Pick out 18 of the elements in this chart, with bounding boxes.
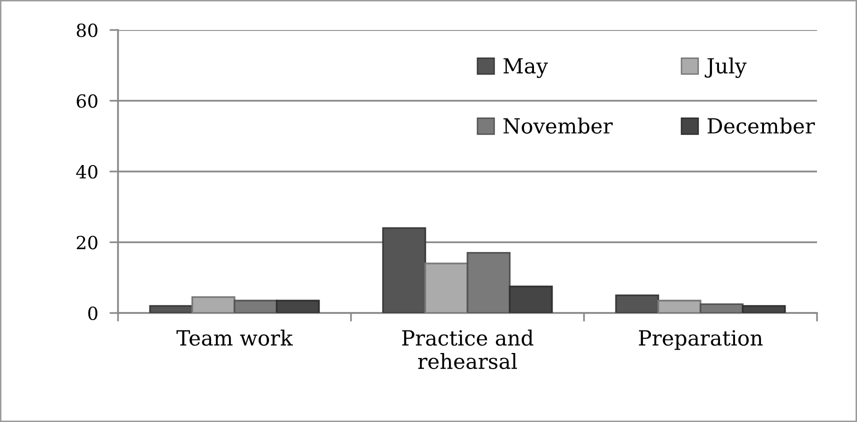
y-tick-label: 80	[76, 23, 98, 38]
bar	[276, 300, 320, 313]
x-tick-label: Practice and rehearsal	[402, 330, 534, 370]
y-tick-label: 60	[76, 94, 98, 108]
legend-label: December	[708, 118, 815, 134]
y-tick-label: 20	[76, 236, 98, 250]
bar	[615, 294, 660, 313]
x-tick-label: Preparation	[638, 330, 763, 350]
legend-label: May	[504, 58, 548, 78]
y-tick-label: 40	[76, 164, 98, 179]
bar	[508, 286, 553, 313]
legend-label: July	[704, 58, 747, 78]
legend-label: November	[504, 118, 613, 134]
x-tick-label: Team work	[176, 330, 293, 346]
y-tick-label: 0	[88, 306, 98, 320]
bar	[382, 227, 426, 313]
bar	[149, 305, 194, 313]
bar	[742, 305, 786, 313]
